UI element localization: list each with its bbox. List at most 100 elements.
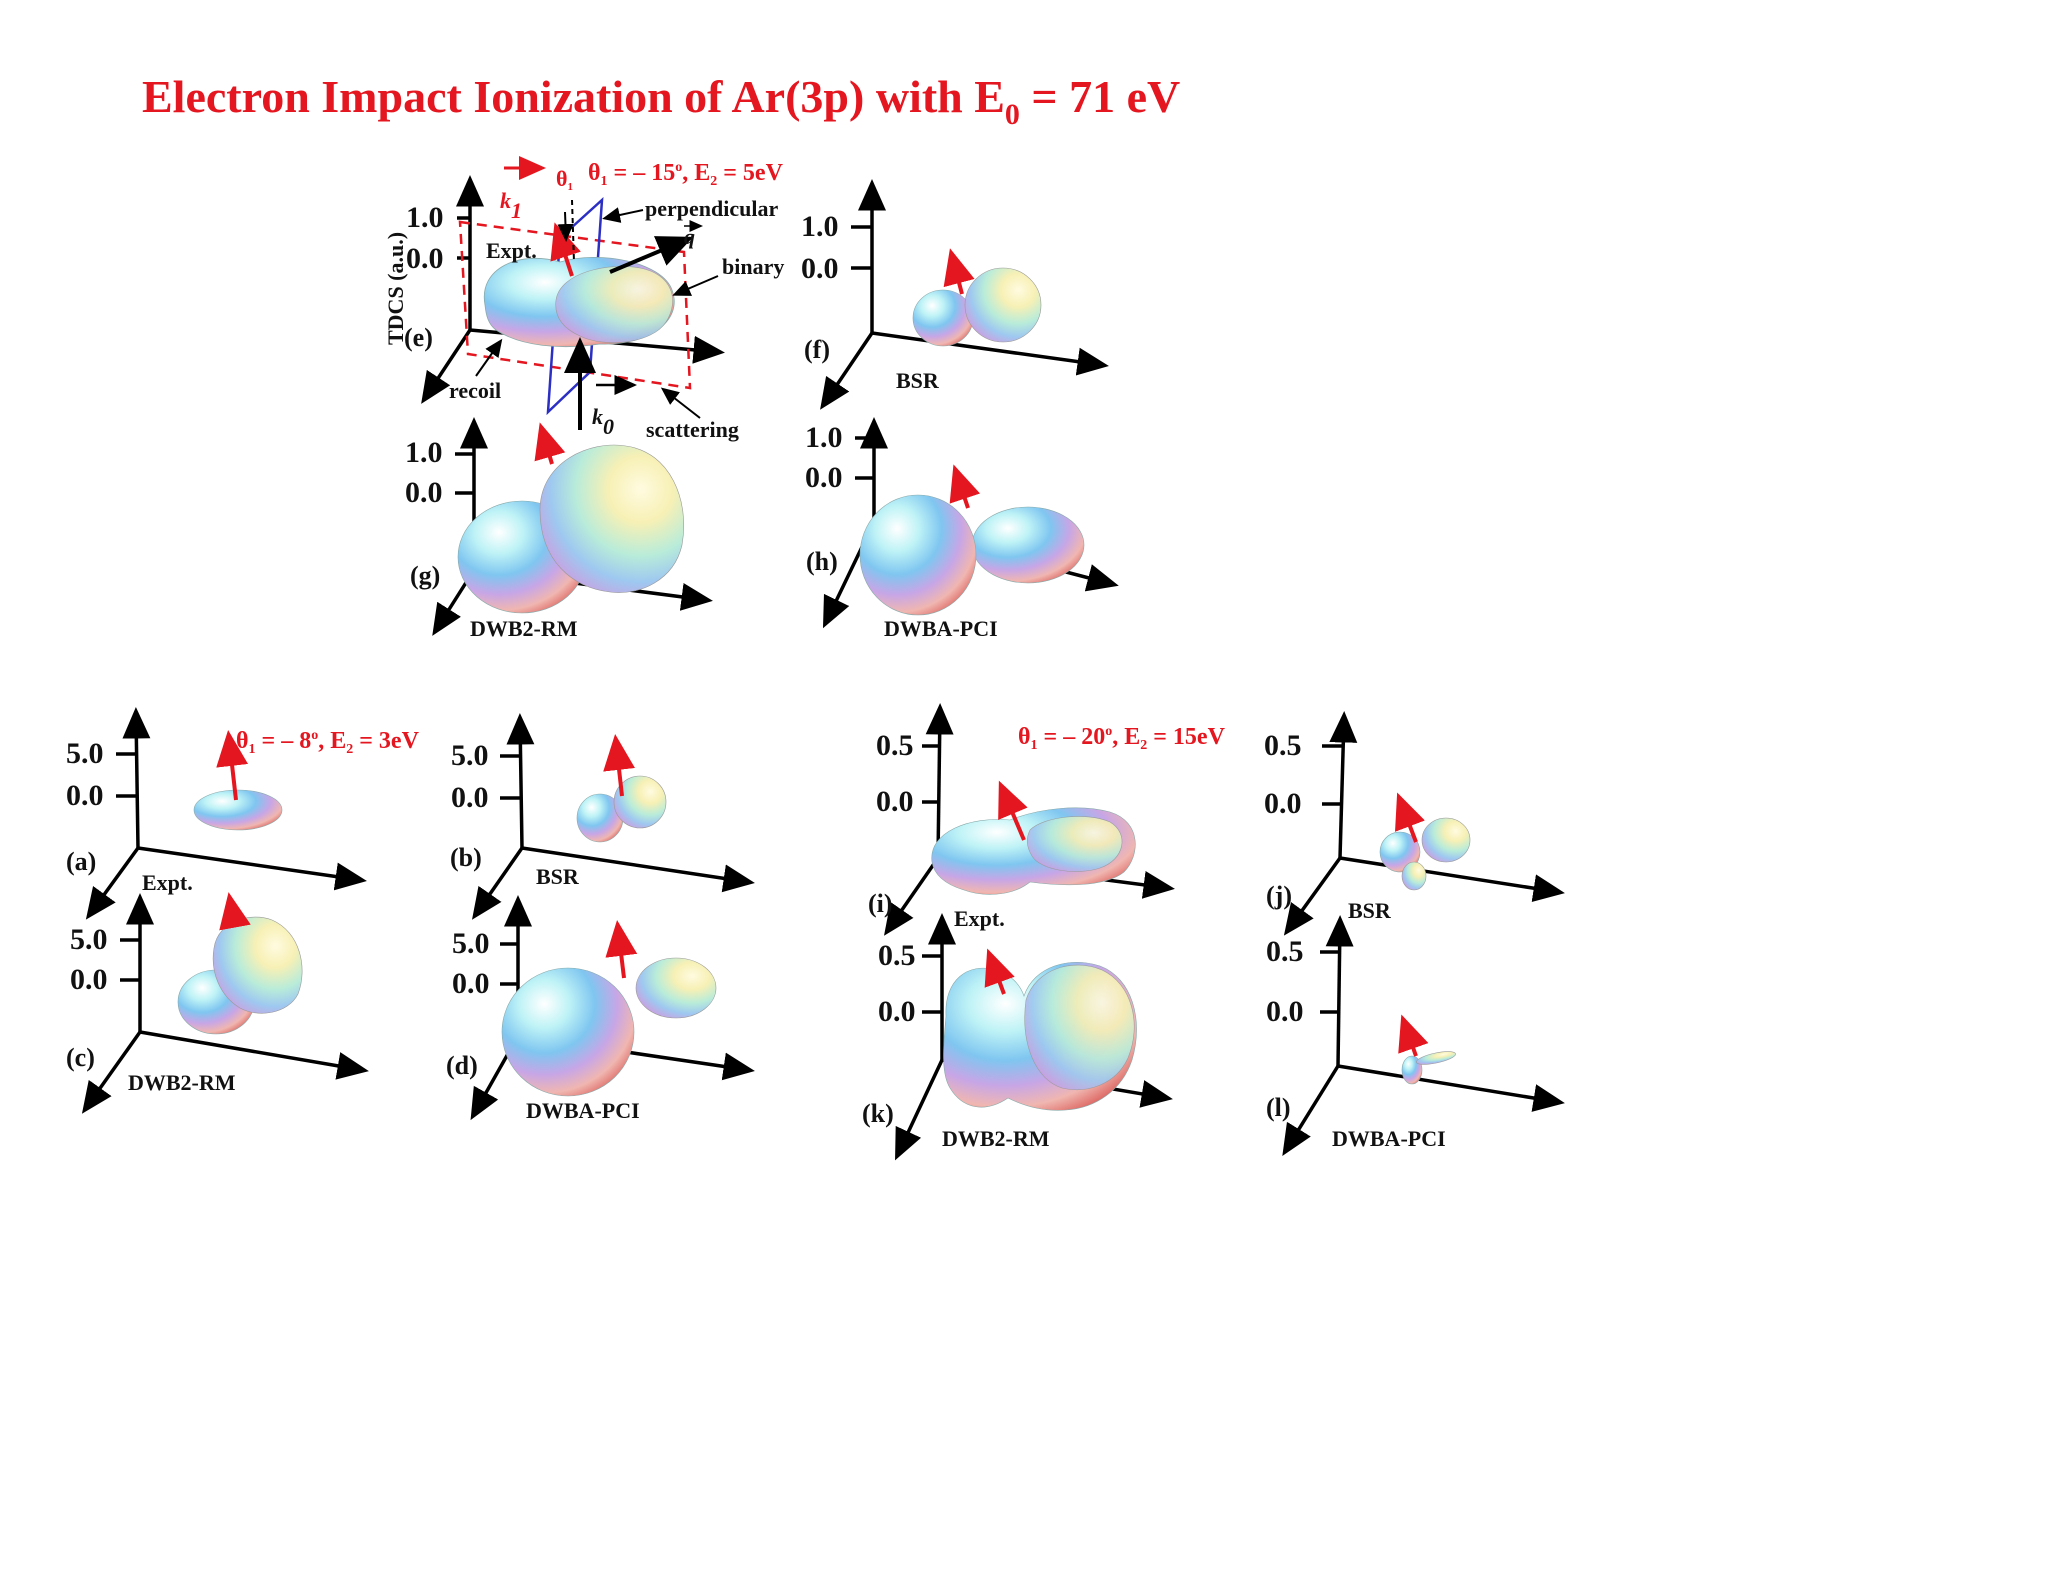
tick-label-zero: 0.0	[406, 242, 444, 275]
tick-label-high: 5.0	[66, 737, 104, 770]
model-label: Expt.	[954, 906, 1005, 931]
tick-label-zero: 0.0	[876, 785, 914, 818]
panel-f: 1.0 0.0 (f) BSR	[801, 179, 1109, 410]
model-label: DWBA-PCI	[1332, 1126, 1446, 1151]
tick-label-high: 0.5	[878, 939, 916, 972]
tick-label-zero: 0.0	[452, 967, 490, 1000]
panel-l: 0.5 0.0 (l) DWBA-PCI	[1266, 915, 1565, 1156]
tick-label-zero: 0.0	[451, 781, 489, 814]
tdcs-lobe	[912, 289, 974, 347]
tick-label-high: 0.5	[1264, 729, 1302, 762]
model-label: DWBA-PCI	[526, 1098, 640, 1123]
panel-j: 0.5 0.0 (j) BSR	[1264, 711, 1565, 936]
tdcs-lobe	[613, 775, 667, 829]
tick-label-high: 5.0	[452, 927, 490, 960]
axis-depth	[471, 846, 524, 920]
binary-pointer	[672, 275, 719, 296]
axis-vertical	[1325, 915, 1354, 1067]
axis-depth	[1282, 1065, 1340, 1156]
axis-vertical	[506, 713, 535, 849]
tick-label-zero: 0.0	[66, 779, 104, 812]
panel-h: 1.0 0.0 (h) DWBA-PCI	[805, 417, 1119, 641]
expt-label: Expt.	[486, 238, 537, 263]
k1-arrow	[943, 248, 975, 295]
panel-label: (c)	[66, 1043, 95, 1072]
k1-arrow	[219, 892, 251, 931]
tick-label-high: 1.0	[805, 421, 843, 454]
scattering-pointer	[660, 387, 701, 419]
panel-a: 5.0 0.0 (a) Expt.	[66, 707, 367, 920]
tdcs-lobe	[539, 444, 684, 593]
model-label: DWB2-RM	[470, 616, 578, 641]
y-axis-label: TDCS (a.u.)	[383, 232, 408, 345]
tick-label-high: 1.0	[801, 210, 839, 243]
k1-arrow	[998, 780, 1028, 841]
tdcs-lobe	[1421, 817, 1471, 863]
axis-vertical	[1329, 711, 1358, 859]
tick-label-high: 5.0	[451, 739, 489, 772]
k1-label: k1	[500, 188, 522, 223]
axis-depth	[884, 857, 940, 936]
axis-depth	[85, 846, 140, 920]
panel-g: 1.0 0.0 (g) DWB2-RM	[405, 417, 713, 641]
axis-horizontal	[139, 1030, 369, 1080]
theta1-guide	[571, 199, 575, 263]
tick-label-high: 5.0	[70, 923, 108, 956]
axis-depth	[895, 1059, 944, 1161]
tick-label-zero: 0.0	[878, 995, 916, 1028]
axis-horizontal	[871, 331, 1109, 376]
model-label: Expt.	[142, 870, 193, 895]
axis-depth	[820, 332, 874, 410]
panel-label: (b)	[450, 843, 482, 872]
k1-arrow	[949, 464, 981, 509]
k1-arrow	[1395, 792, 1425, 843]
model-label: BSR	[896, 368, 940, 393]
axis-vertical	[122, 707, 151, 849]
tick-label-zero: 0.0	[1266, 995, 1304, 1028]
tdcs-lobe	[1416, 1051, 1456, 1065]
tdcs-lobe	[555, 266, 673, 343]
recoil-pointer	[475, 338, 503, 377]
panel-d: 5.0 0.0 (d) DWBA-PCI	[446, 895, 755, 1123]
k0-label: k0	[592, 404, 614, 439]
axis-depth	[1283, 856, 1342, 936]
tdcs-lobe	[859, 494, 977, 616]
axis-vertical	[925, 703, 954, 859]
panel-b: 5.0 0.0 (b) BSR	[450, 713, 755, 920]
tick-label-zero: 0.0	[801, 252, 839, 285]
axis-horizontal	[1337, 1064, 1565, 1112]
tdcs-lobe	[1379, 831, 1421, 873]
axis-horizontal	[137, 846, 367, 891]
panel-label: (l)	[1266, 1093, 1291, 1122]
scattering-plane	[458, 220, 692, 390]
q-label: q	[684, 224, 695, 249]
axis-depth	[81, 1030, 142, 1114]
tdcs-figure: Electron Impact Ionization of Ar(3p) wit…	[66, 71, 1565, 1161]
tdcs-lobe	[971, 506, 1085, 584]
condition-top: θ1 = – 15o, E2 = 5eV	[588, 160, 784, 189]
k1-arrow	[984, 948, 1015, 995]
tdcs-lobe	[1026, 816, 1123, 872]
panel-label: (h)	[806, 547, 838, 576]
panel-label: (e)	[404, 323, 433, 352]
perpendicular-label: perpendicular	[645, 196, 778, 221]
tick-label-high: 1.0	[406, 201, 444, 234]
model-label: DWBA-PCI	[884, 616, 998, 641]
theta1-label: θ1	[556, 166, 573, 193]
tick-label-zero: 0.0	[1264, 787, 1302, 820]
tick-label-zero: 0.0	[70, 963, 108, 996]
tick-label-high: 1.0	[405, 436, 443, 469]
k1-arrow	[605, 920, 638, 979]
panel-i: 0.5 0.0 (i) Expt.	[868, 703, 1175, 936]
tdcs-lobe	[635, 957, 717, 1019]
model-label: DWB2-RM	[942, 1126, 1050, 1151]
title-subscript: 0	[1005, 98, 1020, 131]
k1-arrow	[534, 422, 566, 465]
condition-right: θ1 = – 20o, E2 = 15eV	[1018, 724, 1226, 753]
panel-label: (i)	[868, 889, 893, 918]
scattering-label: scattering	[646, 417, 739, 442]
model-label: DWB2-RM	[128, 1070, 236, 1095]
figure-title: Electron Impact Ionization of Ar(3p) wit…	[142, 71, 1180, 131]
tick-label-zero: 0.0	[405, 476, 443, 509]
tick-label-high: 0.5	[1266, 935, 1304, 968]
